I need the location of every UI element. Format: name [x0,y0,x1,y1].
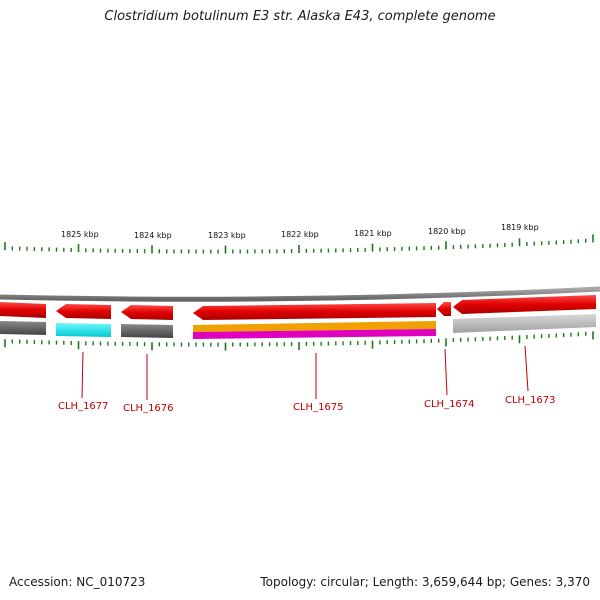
leader-clh-1674 [444,348,448,396]
gene-label-clh-1677[interactable]: CLH_1677 [58,401,109,412]
leader-clh-1673 [524,345,529,392]
kbp-label-1820: 1820 kbp [428,227,466,236]
kbp-label-1822: 1822 kbp [281,230,319,239]
gene-arrow-clh-1675[interactable] [193,303,436,320]
kbp-label-1825: 1825 kbp [61,230,99,239]
inner-ticks [4,331,594,351]
kbp-label-1819: 1819 kbp [501,223,539,232]
feature-band-light [453,314,596,333]
genome-stats-text: Topology: circular; Length: 3,659,644 bp… [260,575,590,589]
accession-text: Accession: NC_010723 [9,575,146,589]
feature-band-orange [193,321,436,332]
gene-arrow-clh-1677[interactable] [56,304,111,319]
outer-ticks [4,234,594,254]
gene-label-clh-1673[interactable]: CLH_1673 [505,395,556,406]
feature-band-cyan [56,323,111,337]
leader-clh-1677 [81,351,84,399]
gene-label-clh-1675[interactable]: CLH_1675 [293,402,344,413]
feature-band-dark [121,324,173,338]
feature-band-magenta [193,329,436,339]
kbp-label-1823: 1823 kbp [208,231,246,240]
gene-arrow-clh-1673[interactable] [453,295,596,314]
gene-label-clh-1676[interactable]: CLH_1676 [123,403,174,414]
gene-arrow-clh-1674[interactable] [437,302,451,316]
map-title: Clostridium botulinum E3 str. Alaska E43… [104,9,496,24]
genome-backbone [0,286,600,302]
gene-arrow-clh-1676[interactable] [121,305,173,320]
kbp-label-1824: 1824 kbp [134,231,172,240]
feature-band-dark-left [0,321,46,335]
kbp-label-1821: 1821 kbp [354,229,392,238]
gene-arrow-left-partial[interactable] [0,302,46,318]
gene-label-clh-1674[interactable]: CLH_1674 [424,399,475,410]
